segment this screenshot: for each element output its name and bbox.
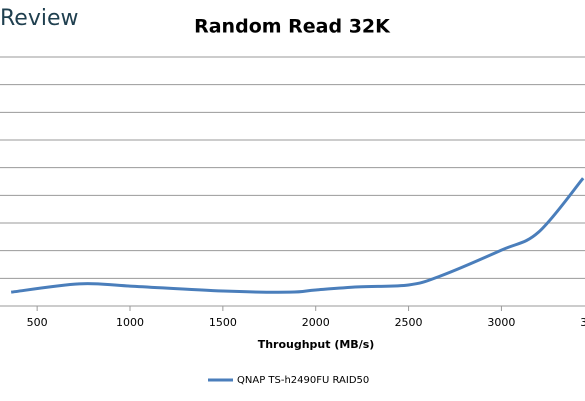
x-tick-label: 2000 <box>302 316 330 329</box>
x-tick-label: 1000 <box>116 316 144 329</box>
series-line <box>10 177 585 294</box>
x-axis-title: Throughput (MB/s) <box>258 338 375 351</box>
x-tick-label: 3500 <box>580 316 585 329</box>
x-tick-label: 2500 <box>395 316 423 329</box>
x-tick-label: 3000 <box>487 316 515 329</box>
x-tick-label: 500 <box>27 316 48 329</box>
x-tick-label: 1500 <box>209 316 237 329</box>
brand-logo: Review <box>0 6 79 31</box>
chart-title: Random Read 32K <box>194 16 391 38</box>
legend-label: QNAP TS-h2490FU RAID50 <box>237 375 369 386</box>
